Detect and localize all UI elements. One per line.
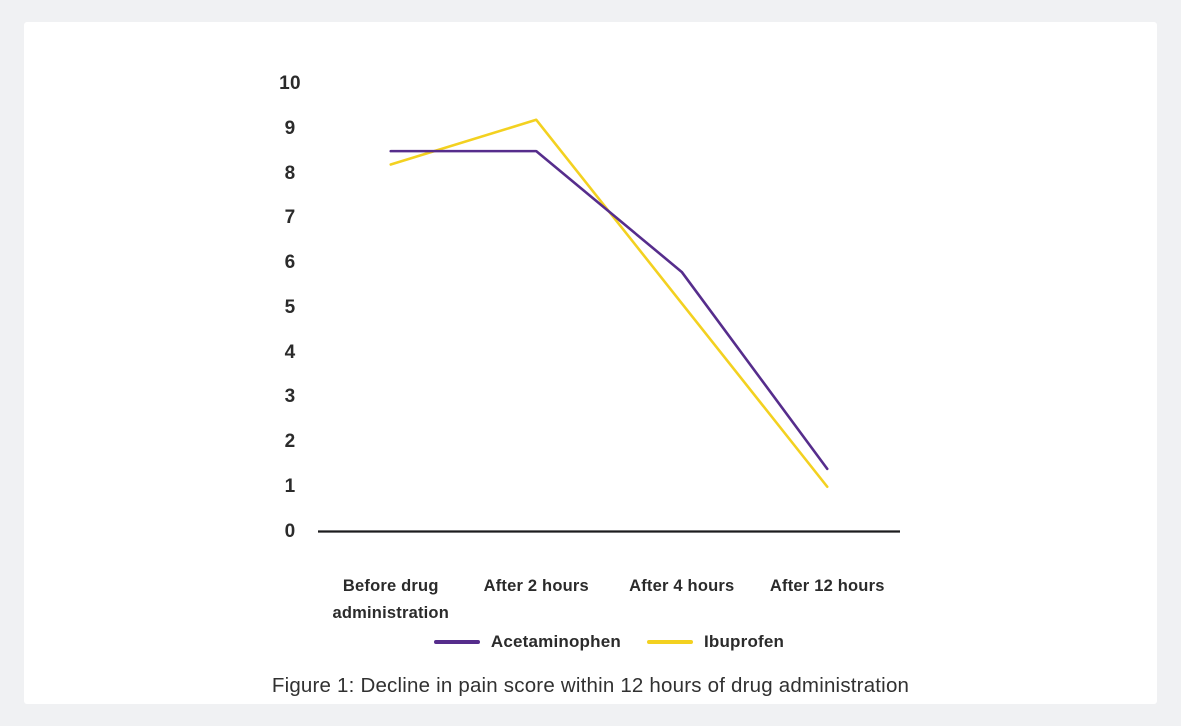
legend-label: Ibuprofen	[703, 632, 785, 651]
y-tick-label: 2	[284, 431, 296, 452]
y-tick-label: 8	[284, 162, 296, 184]
y-tick-label: 3	[284, 386, 296, 408]
figure-card: 10 9 8 7 6 5 4 3 2 1 0 Before drug administration A…	[24, 22, 1157, 704]
series-line-acetaminophen	[389, 149, 829, 471]
series-line-ibuprofen	[389, 118, 829, 489]
y-tick-label: 10	[279, 73, 301, 94]
y-tick-label: 0	[284, 520, 296, 542]
x-tick-label: After 12 hours	[769, 577, 885, 595]
y-tick-label: 6	[284, 252, 296, 273]
legend-line-swatch	[646, 640, 693, 644]
legend-item-ibuprofen: Ibuprofen	[646, 632, 785, 652]
y-tick-label: 9	[284, 117, 296, 139]
legend-label: Acetaminophen	[490, 632, 621, 651]
x-tick-label: After 4 hours	[629, 577, 735, 595]
plot-area	[318, 118, 900, 533]
y-tick-label: 4	[284, 341, 296, 363]
legend-line-swatch	[433, 640, 480, 644]
figure-caption: Figure 1: Decline in pain score within 1…	[271, 674, 910, 697]
y-tick-label: 7	[284, 207, 296, 229]
legend: Acetaminophen Ibuprofen	[318, 630, 900, 654]
pain-score-line-chart: 10 9 8 7 6 5 4 3 2 1 0 Before drug administration A…	[24, 22, 1157, 704]
x-tick-label: Before drug administration	[332, 577, 449, 622]
x-tick-label: After 2 hours	[483, 577, 589, 595]
y-tick-label: 1	[284, 475, 296, 497]
y-tick-label: 5	[284, 296, 296, 318]
legend-item-acetaminophen: Acetaminophen	[433, 632, 621, 652]
